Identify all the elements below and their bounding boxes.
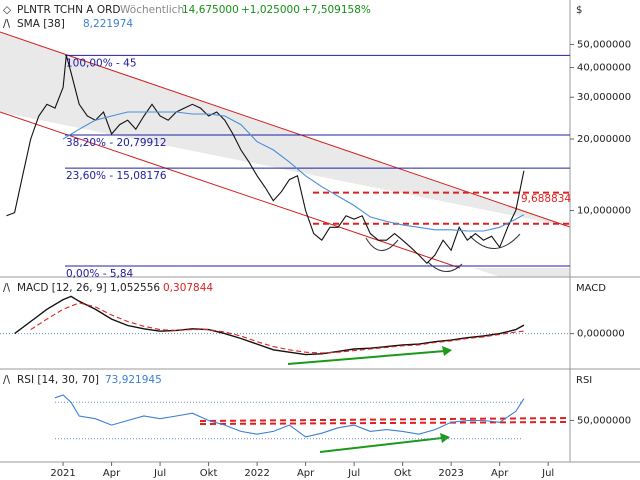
change-pct: +7,509158% (302, 4, 371, 16)
series-line (30, 302, 524, 354)
arc (469, 233, 521, 249)
sma-label: SMA [38] (17, 18, 65, 30)
fib-label: 38,20% - 20,79912 (66, 137, 167, 149)
sma-value: 8,221974 (83, 18, 133, 30)
macd-label: MACD [12, 26, 9] (17, 282, 107, 294)
series-line (54, 394, 525, 438)
resistance-line (199, 421, 571, 425)
x-tick-label: Apr (491, 468, 509, 479)
x-tick-label: 2022 (244, 468, 269, 479)
x-tick-label: Jul (347, 468, 360, 479)
arrow-head (442, 346, 452, 356)
resistance-line (199, 417, 571, 422)
annotation: 9,688834 (521, 193, 571, 205)
y-tick-label: 10,000000 (577, 206, 631, 217)
trend-arrow (287, 350, 446, 365)
period: Wöchentlich (120, 4, 184, 16)
series-line (6, 55, 525, 264)
rsi-value: 73,921945 (105, 374, 162, 386)
fib-label: 0,00% - 5,84 (66, 268, 134, 280)
macd-value: 1,052556 (110, 282, 160, 294)
channel-lower (0, 111, 461, 269)
macd-axis-label: MACD (576, 283, 606, 294)
y-tick-label: 0,000000 (577, 329, 625, 340)
arrow-head (440, 433, 450, 443)
y-tick-label: 40,000000 (577, 63, 631, 74)
x-tick-label: 2023 (438, 468, 463, 479)
icon: ∕\ (3, 18, 11, 30)
fib-label: 100,00% - 45 (66, 57, 137, 69)
trend-arrow (319, 437, 443, 453)
last-price: 14,675000 (182, 4, 239, 16)
y-tick-label: 50,000000 (577, 40, 631, 51)
icon: ∕\ (3, 374, 11, 386)
x-tick-label: Okt (200, 468, 218, 479)
currency: $ (576, 5, 582, 16)
y-tick-label: 30,000000 (577, 92, 631, 103)
x-tick-label: Apr (103, 468, 121, 479)
x-tick-label: Jul (541, 468, 554, 479)
rsi-label: RSI [14, 30, 70] (17, 374, 99, 386)
fib-label: 23,60% - 15,08176 (66, 170, 167, 182)
x-tick-label: Okt (394, 468, 412, 479)
y-tick-label: 20,000000 (577, 134, 631, 145)
rsi-axis-label: RSI (576, 375, 592, 386)
arc (365, 237, 399, 251)
series-line (62, 111, 525, 232)
x-tick-label: Jul (153, 468, 166, 479)
x-tick-label: 2021 (50, 468, 75, 479)
change: +1,025000 (241, 4, 300, 16)
icon: ◇ (3, 4, 12, 16)
instrument: PLNTR TCHN A ORD (17, 4, 120, 16)
x-tick-label: Apr (297, 468, 315, 479)
signal-value: 0,307844 (163, 282, 213, 294)
channel-upper (0, 31, 571, 228)
y-tick-label: 50,000000 (577, 416, 631, 427)
icon: ∕\ (3, 282, 11, 294)
